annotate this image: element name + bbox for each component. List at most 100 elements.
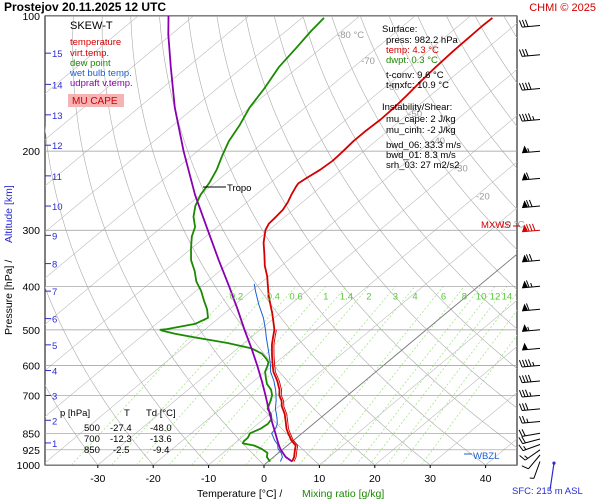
plot-area xyxy=(44,15,518,466)
legend-title: SKEW-T xyxy=(70,20,113,32)
mu-cinh-value: mu_cinh: -2 J/kg xyxy=(386,125,456,136)
wind-barb-half xyxy=(523,445,527,450)
wind-barb-staff xyxy=(522,205,541,209)
wind-barb-full xyxy=(524,19,529,27)
wind-barb-full xyxy=(524,389,529,397)
temperature-tick-label: -20 xyxy=(146,473,161,485)
wind-barb-full xyxy=(524,113,529,121)
pressure-tick-label: 850 xyxy=(22,428,40,440)
surface-temp: temp: 4.3 °C xyxy=(386,45,439,56)
mixing-ratio-label: 0.6 xyxy=(289,291,302,302)
temperature-tick-label: 40 xyxy=(480,473,492,485)
wind-barb-full xyxy=(524,402,529,411)
profile-curves xyxy=(159,16,493,463)
wind-barb-full xyxy=(518,437,524,444)
isotherm-label: -60 xyxy=(386,82,400,93)
wind-barb-full xyxy=(521,436,526,444)
isotherm-label: -70 xyxy=(361,56,375,67)
isotherm-label: -10 °C xyxy=(498,220,525,231)
wind-barb-full xyxy=(525,224,530,232)
wind-barb xyxy=(518,444,541,452)
series-udpraft-v-temp xyxy=(167,16,293,463)
wind-barb-full xyxy=(531,223,536,231)
mixing-ratio-label: 6 xyxy=(441,291,446,302)
wind-barb xyxy=(521,454,541,470)
dry-adiabat xyxy=(273,16,517,369)
temperature-tick-label: 0 xyxy=(261,473,267,485)
isotherm xyxy=(45,16,305,233)
wind-barb-half xyxy=(524,455,529,459)
wind-barb-full xyxy=(527,359,532,367)
wind-barb-full xyxy=(521,429,526,437)
wind-barb-half xyxy=(527,326,530,331)
table-cell: -2.5 xyxy=(113,445,129,456)
wind-barb-staff xyxy=(533,461,541,479)
dry-adiabat xyxy=(533,16,600,465)
pressure-tick-label: 300 xyxy=(22,225,40,237)
altitude-tick-label: 8 xyxy=(52,260,57,271)
mixing-ratio-line xyxy=(216,286,370,465)
wind-barb-full xyxy=(521,82,526,90)
wind-barb xyxy=(519,449,541,461)
wind-barb-flag xyxy=(522,303,529,311)
mixing-ratio-line xyxy=(245,286,396,465)
wind-barb xyxy=(522,199,541,209)
mixing-ratio-line xyxy=(386,292,517,465)
table-header-t: T xyxy=(124,408,130,419)
wind-barb-full xyxy=(521,49,526,57)
dry-adiabat xyxy=(245,16,517,409)
mu-cape-badge xyxy=(68,94,124,107)
mixing-ratio-line xyxy=(369,286,508,465)
series-temperature xyxy=(262,17,493,462)
wind-barb xyxy=(522,254,541,263)
wind-barb-full xyxy=(521,113,526,121)
wind-barb-full xyxy=(518,359,523,368)
isotherm xyxy=(374,346,517,465)
isotherm xyxy=(45,16,249,187)
wind-barb-flag xyxy=(522,145,529,153)
sfc-altitude-label: SFC: 215 m ASL xyxy=(512,486,583,497)
mixing-ratio-line xyxy=(111,286,274,465)
pressure-tick-label: 100 xyxy=(22,11,40,23)
wind-barb-full xyxy=(527,374,532,382)
altitude-tick-label: 1 xyxy=(52,439,57,450)
wind-barb-full xyxy=(525,303,530,311)
wind-barb-staff xyxy=(522,150,541,154)
bwd-01-value: bwd_01: 8.3 m/s xyxy=(386,150,456,161)
mixing-ratio-label: 2 xyxy=(366,291,371,302)
wind-barb-full xyxy=(528,223,533,232)
axes-layer: -80 °C -70 -60 -50 -40 -30 -20 -10 °C 0.2 0.4 0.6 1… xyxy=(17,11,525,485)
wind-barb-full xyxy=(524,82,529,90)
wind-barb-full xyxy=(521,465,529,470)
mixing-ratio-line xyxy=(400,309,517,465)
wind-barb-staff xyxy=(522,308,541,312)
wind-barb-staff xyxy=(522,177,541,181)
wind-barb xyxy=(518,402,541,411)
wind-barb-full xyxy=(525,254,530,262)
grid-layer xyxy=(45,16,600,465)
wind-barb xyxy=(522,145,541,154)
wind-barb-full xyxy=(521,403,526,411)
mixing-ratio-label: 0.2 xyxy=(230,291,243,302)
mu-cape-label: MU CAPE xyxy=(72,96,118,107)
wind-barb-staff xyxy=(522,408,541,411)
table-cell: -13.6 xyxy=(150,434,172,445)
wind-barb-full xyxy=(521,19,526,27)
altitude-tick-label: 4 xyxy=(52,367,57,378)
surface-press: press: 982.2 hPa xyxy=(386,35,459,46)
table-cell: 700 xyxy=(84,434,100,445)
mixing-ratio-label: 12 xyxy=(490,291,501,302)
wind-barb-flag xyxy=(522,200,529,208)
wind-barb-half xyxy=(532,115,535,121)
wind-barb-half xyxy=(529,392,532,397)
isotherm xyxy=(208,207,517,465)
mixing-ratio-label: 3 xyxy=(393,291,398,302)
mixing-ratio-line xyxy=(420,334,517,465)
pressure-tick-label: 200 xyxy=(22,146,40,158)
x-axis-title: Temperature [°C] / xyxy=(197,488,282,500)
table-cell: 500 xyxy=(84,423,100,434)
dry-adiabat xyxy=(331,16,517,290)
altitude-tick-label: 13 xyxy=(52,111,63,122)
temperature-tick-label: 10 xyxy=(314,473,326,485)
wind-barb-full xyxy=(521,389,526,397)
